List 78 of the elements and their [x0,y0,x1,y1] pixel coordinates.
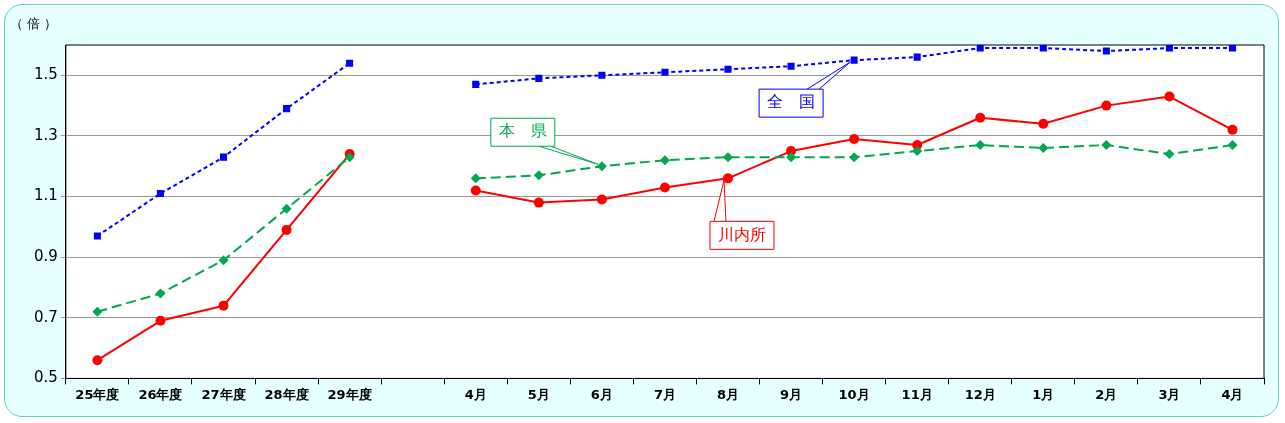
point [849,152,860,163]
point [346,59,354,67]
point [850,56,858,64]
x-tick-label: 29年度 [327,386,372,402]
x-tick-label: 28年度 [264,386,309,402]
point [219,153,228,161]
point [1228,45,1237,52]
point [218,255,229,266]
point [156,189,164,198]
point [659,182,670,193]
point [1039,45,1047,52]
point [281,203,292,214]
point [470,185,481,196]
point [724,65,732,73]
point [1165,45,1173,52]
y-tick-label: 0.7 [34,307,58,326]
x-tick-label: 2月 [1095,386,1118,402]
point [786,152,797,163]
point [976,45,984,52]
point [1164,91,1175,102]
point [1101,100,1112,111]
x-tick-label: 10月 [838,386,870,402]
point [596,194,607,205]
point [1102,47,1110,55]
x-tick-label: 26年度 [138,386,183,402]
point [1038,143,1049,154]
x-tick-label: 7月 [653,386,676,402]
point [1164,149,1175,160]
x-tick-label: 5月 [527,386,550,402]
point [155,315,166,326]
x-tick-label: 4月 [1221,386,1244,402]
point [722,152,733,163]
point [92,306,103,317]
point [92,355,103,366]
series-label: 本 県 [498,121,547,141]
point [155,288,166,299]
x-tick-label: 11月 [901,386,933,402]
x-tick-label: 8月 [716,386,740,402]
y-tick-label: 0.5 [34,368,58,387]
point [535,74,543,82]
x-tick-label: 1月 [1032,386,1055,402]
point [472,80,480,88]
point [1227,140,1238,151]
y-tick-label: 1.1 [34,186,58,205]
point [975,112,986,123]
x-tick-label: 27年度 [201,386,246,402]
point [533,197,544,208]
point [533,170,544,181]
point [1227,124,1238,135]
point [849,133,860,144]
point [470,173,481,184]
point [281,224,292,235]
text: 川内所 [717,224,766,244]
point [722,173,733,184]
point [1101,140,1112,151]
x-tick-label: 6月 [590,386,613,402]
point [1038,118,1049,129]
x-tick-label: 3月 [1158,386,1181,402]
legend-label: 全 国 [767,92,816,112]
x-tick-label: 25年度 [75,386,120,402]
point [975,140,986,151]
y-tick-label: 0.9 [34,247,58,266]
y-tick-label: 1.5 [34,65,58,84]
x-tick-label: 12月 [964,386,996,402]
point [596,161,607,172]
point [661,68,669,76]
y-tick-label: 1.3 [34,125,58,144]
point [912,146,923,157]
point [598,71,606,79]
x-tick-label: 4月 [464,386,487,402]
y-axis-title: （ 倍 ） [10,16,58,32]
point [218,300,229,311]
point [283,105,291,113]
point [659,155,670,166]
point [913,53,921,61]
x-tick-label: 9月 [780,386,803,402]
point [787,62,795,70]
point [93,232,101,240]
